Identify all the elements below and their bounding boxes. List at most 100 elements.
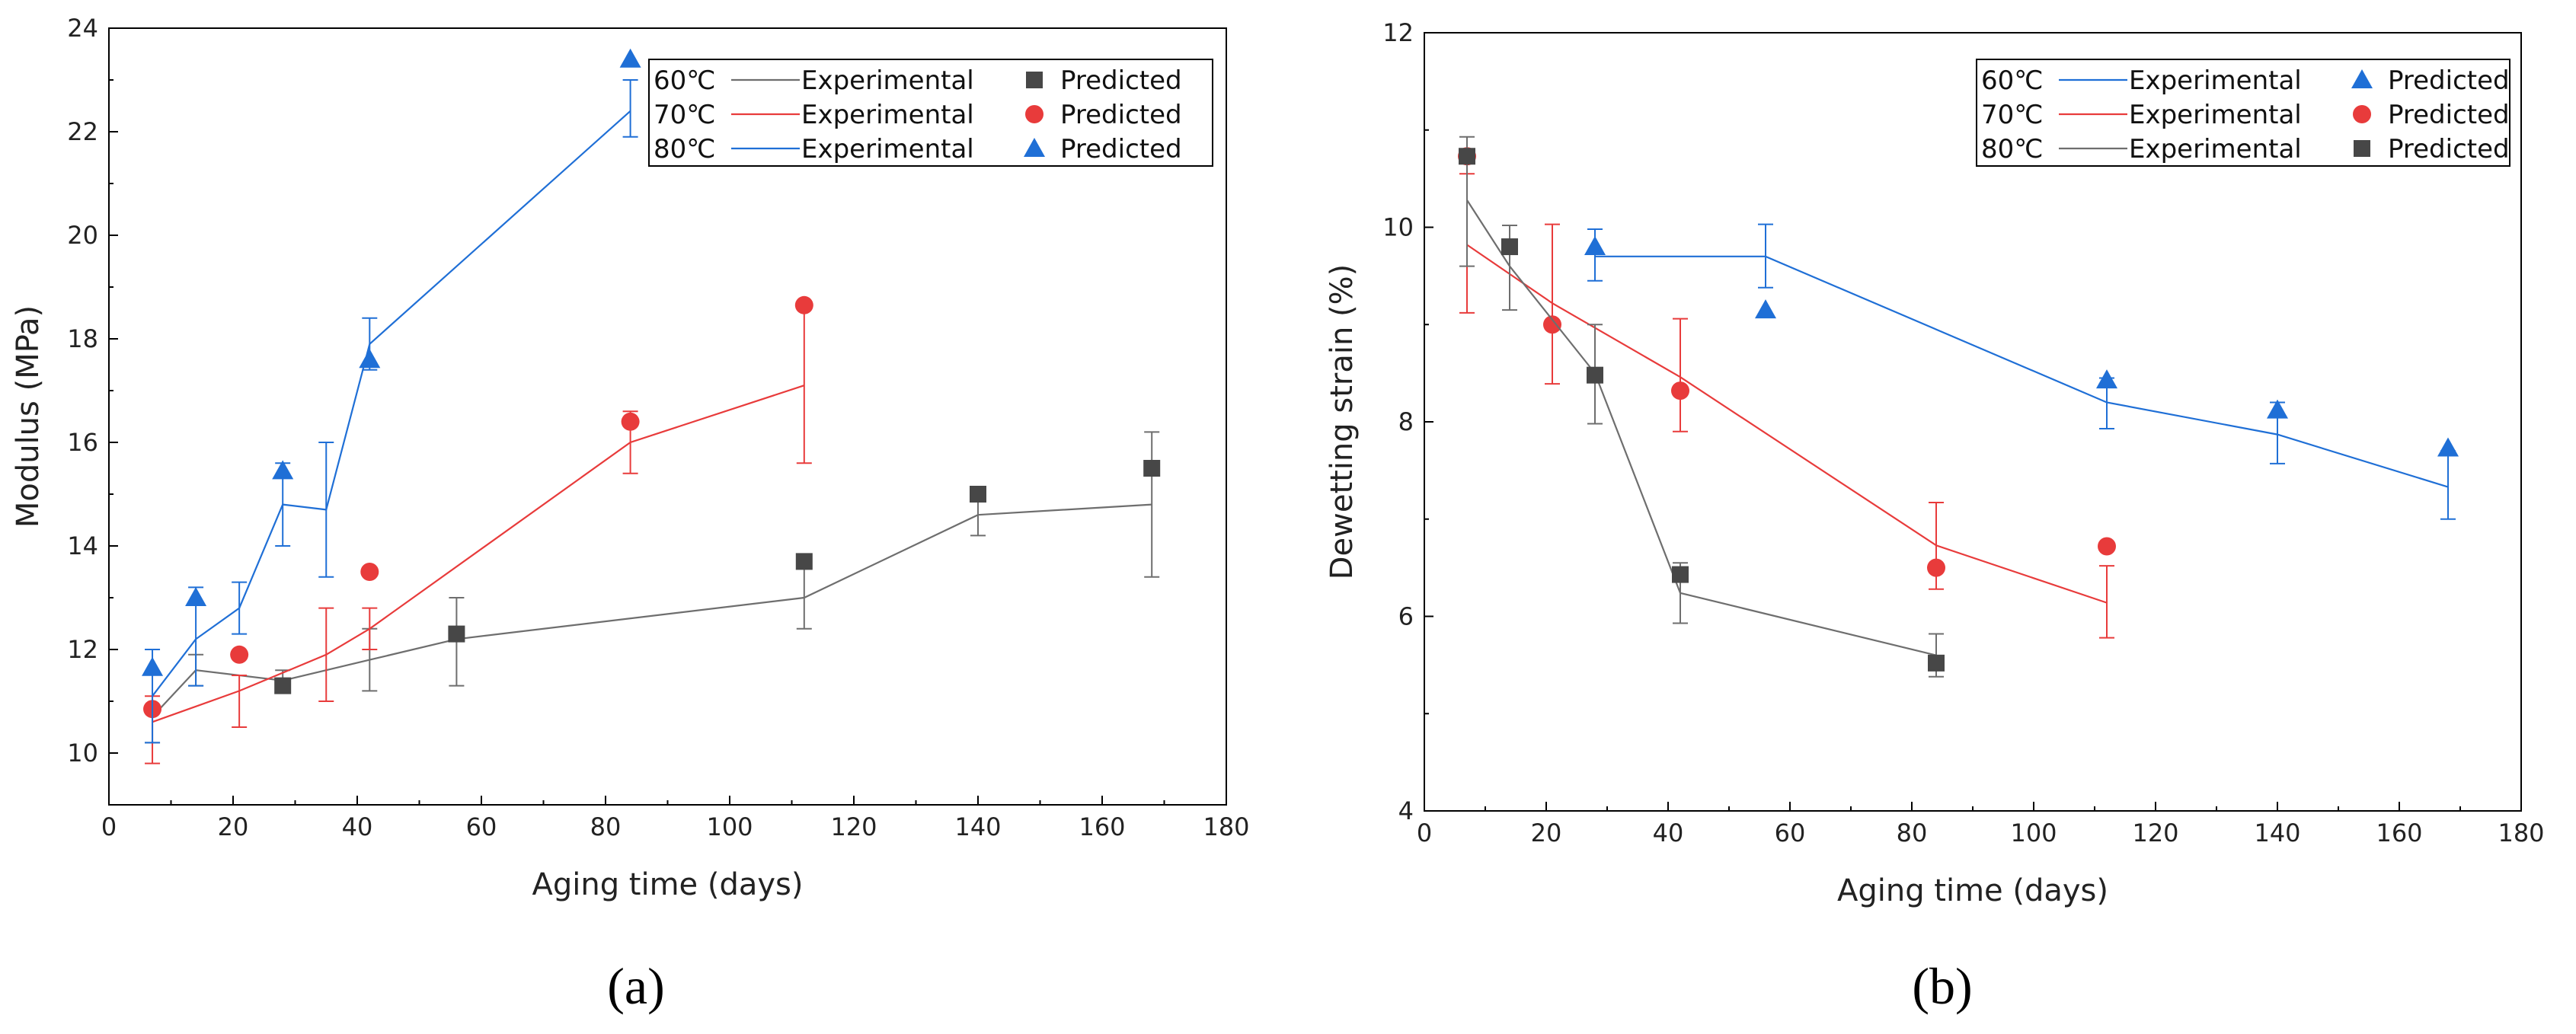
experimental-line — [152, 385, 805, 723]
predicted-point — [1672, 566, 1689, 583]
y-tick-label: 10 — [1382, 213, 1414, 242]
panel-a-modulus-chart: 0 20 40 60 80 100 120 140 160 180 10 12 14 16 18 20 22 24… — [11, 14, 1250, 902]
predicted-point — [1928, 654, 1945, 672]
legend-experimental-label: Experimental — [801, 134, 974, 164]
panel-b-dewetting-strain-chart: 0 20 40 60 80 100 120 140 160 180 4 6 8 10 12 Aging tim… — [1325, 18, 2545, 908]
x-tick-label: 120 — [2132, 819, 2178, 847]
predicted-point — [2267, 399, 2288, 419]
legend-predicted-label: Predicted — [1060, 134, 1182, 164]
predicted-point — [1501, 238, 1518, 256]
series-2 — [142, 48, 641, 744]
predicted-point — [1543, 315, 1561, 334]
x-tick-label: 160 — [1079, 812, 1125, 841]
legend-marker-swatch — [1026, 72, 1043, 88]
series-0 — [145, 431, 1161, 744]
y-tick-label: 10 — [67, 739, 98, 768]
legend-experimental-label: Experimental — [2129, 100, 2302, 130]
legend-temperature: 80℃ — [1981, 134, 2043, 164]
legend-marker-swatch — [2354, 140, 2370, 157]
legend-predicted-label: Predicted — [2388, 134, 2510, 164]
predicted-point — [1143, 460, 1161, 477]
x-tick-label: 20 — [1531, 819, 1562, 847]
y-tick-label: 22 — [67, 117, 98, 146]
series-1 — [1458, 147, 2116, 639]
x-axis-title: Aging time (days) — [532, 867, 803, 902]
legend-marker-swatch — [1024, 138, 1045, 157]
predicted-point — [185, 587, 207, 606]
legend-predicted-label: Predicted — [1060, 65, 1182, 96]
legend-temperature: 60℃ — [1981, 65, 2043, 96]
predicted-point — [142, 656, 164, 676]
series-0 — [1584, 223, 2459, 520]
y-tick-label: 24 — [67, 14, 98, 43]
y-axis-title: Modulus (MPa) — [11, 305, 46, 528]
legend-experimental-label: Experimental — [801, 100, 974, 130]
x-tick-label: 140 — [954, 812, 1001, 841]
x-tick-label: 100 — [2010, 819, 2057, 847]
legend-predicted-label: Predicted — [2388, 65, 2510, 96]
predicted-point — [272, 460, 294, 480]
y-tick-label: 20 — [67, 221, 98, 250]
panel-label-a: (a) — [607, 957, 664, 1015]
x-tick-label: 80 — [1897, 819, 1928, 847]
predicted-point — [230, 645, 249, 664]
y-tick-label: 8 — [1398, 407, 1414, 436]
y-tick-label: 16 — [67, 428, 98, 457]
legend-temperature: 60℃ — [654, 65, 715, 96]
predicted-point — [621, 412, 640, 431]
legend: 60℃ Experimental Predicted 70℃ Experimental P… — [1976, 59, 2510, 167]
predicted-point — [2096, 369, 2117, 389]
legend-predicted-label: Predicted — [2388, 100, 2510, 130]
x-tick-label: 100 — [706, 812, 753, 841]
predicted-point — [448, 625, 465, 643]
x-tick-label: 0 — [101, 812, 117, 841]
legend-experimental-label: Experimental — [2129, 65, 2302, 96]
legend-experimental-label: Experimental — [2129, 134, 2302, 164]
legend-temperature: 70℃ — [1981, 100, 2043, 130]
x-tick-label: 80 — [590, 812, 622, 841]
x-tick-label: 20 — [218, 812, 249, 841]
y-tick-label: 4 — [1398, 796, 1414, 825]
predicted-point — [1927, 558, 1945, 577]
x-tick-label: 40 — [1653, 819, 1684, 847]
legend-temperature: 70℃ — [654, 100, 715, 130]
x-tick-label: 120 — [830, 812, 877, 841]
legend-marker-swatch — [2353, 105, 2371, 123]
x-tick-label: 60 — [466, 812, 497, 841]
predicted-point — [359, 349, 381, 369]
predicted-point — [1671, 381, 1689, 401]
legend-marker-swatch — [2351, 69, 2373, 88]
predicted-point — [1584, 236, 1606, 256]
predicted-point — [2098, 537, 2116, 556]
experimental-line — [152, 110, 631, 697]
predicted-point — [1587, 366, 1603, 384]
predicted-point — [795, 553, 813, 570]
predicted-point — [1459, 148, 1475, 165]
y-tick-label: 14 — [67, 531, 98, 560]
experimental-line — [152, 503, 1152, 718]
predicted-point — [794, 295, 813, 314]
legend-marker-swatch — [1025, 105, 1044, 123]
series-1 — [143, 295, 813, 764]
panel-label-b: (b) — [1912, 957, 1972, 1015]
predicted-point — [1755, 299, 1776, 319]
predicted-point — [970, 486, 986, 503]
x-tick-label: 180 — [1203, 812, 1249, 841]
x-axis-title: Aging time (days) — [1837, 873, 2108, 908]
experimental-line — [1466, 199, 1937, 656]
legend: 60℃ Experimental Predicted 70℃ Experimental P… — [648, 59, 1213, 167]
experimental-line — [1595, 255, 2449, 488]
y-tick-label: 12 — [67, 635, 98, 664]
x-tick-label: 60 — [1775, 819, 1806, 847]
legend-temperature: 80℃ — [654, 134, 715, 164]
series-2 — [1459, 136, 1945, 678]
predicted-point — [274, 677, 292, 694]
legend-predicted-label: Predicted — [1060, 100, 1182, 130]
x-tick-label: 140 — [2254, 819, 2300, 847]
y-axis-title: Dewetting strain (%) — [1325, 264, 1360, 580]
x-tick-label: 0 — [1417, 819, 1432, 847]
predicted-point — [2437, 437, 2459, 457]
x-tick-label: 160 — [2376, 819, 2422, 847]
predicted-point — [360, 563, 379, 581]
